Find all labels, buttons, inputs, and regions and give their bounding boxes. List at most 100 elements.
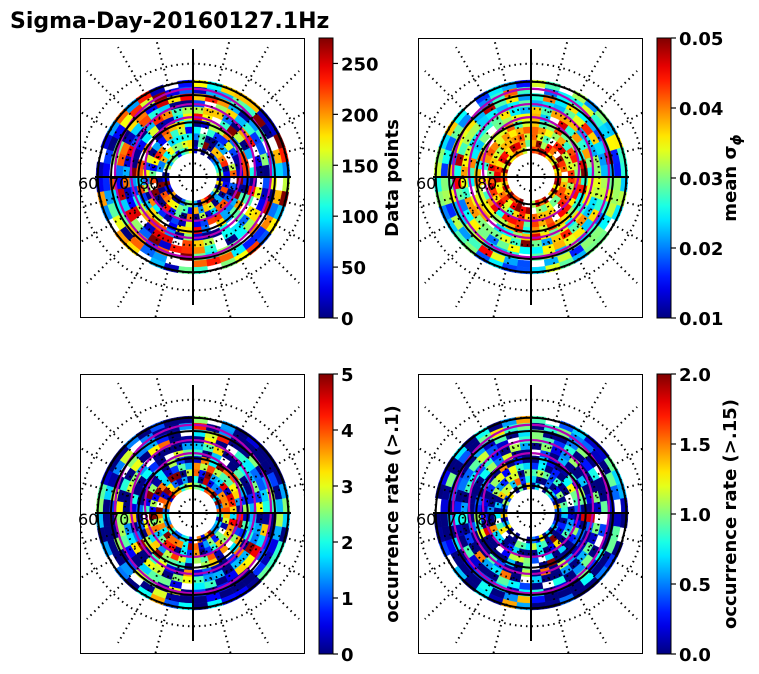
- heatmap-cell: [519, 442, 532, 451]
- lon-line-dotted: [492, 374, 525, 487]
- polar-panel-4: 60 70 80 0.0 0.5 1.0 1.5 2.0 occurrence rate (>.…: [416, 365, 741, 666]
- lon-line-dotted: [216, 111, 305, 164]
- heatmap-cell: [518, 582, 532, 591]
- heatmap-cell: [600, 500, 609, 514]
- colorbar-gradient: [318, 37, 334, 319]
- lon-line-dotted: [199, 38, 232, 151]
- colorbar-label: mean σϕ: [720, 134, 745, 221]
- lon-line-dotted: [219, 183, 305, 209]
- colorbar-tick-label: 3: [341, 477, 354, 498]
- lon-line-dotted: [117, 382, 180, 490]
- latitude-label: 60: [78, 174, 98, 193]
- axes-frame: [418, 374, 643, 654]
- latitude-label: 70: [447, 174, 467, 193]
- heatmap-cell: [530, 246, 544, 255]
- heatmap-cell: [530, 126, 540, 134]
- lon-line-dotted: [212, 196, 300, 284]
- heatmap-cell: [178, 595, 194, 604]
- heatmap-cell: [185, 132, 194, 141]
- polar-grid: [418, 38, 643, 318]
- heatmap-cell: [181, 442, 194, 451]
- colorbar-tick-label: 2: [341, 533, 354, 554]
- latitude-label: 80: [477, 174, 497, 193]
- lon-line-dotted: [455, 46, 518, 154]
- lon-line-dotted: [418, 481, 505, 507]
- axes-frame: [80, 38, 305, 318]
- colorbar-label: Data points: [382, 119, 403, 237]
- heatmap-cell: [613, 176, 622, 192]
- polar-grid: [80, 374, 305, 654]
- heatmap-cell: [275, 512, 284, 528]
- heatmap-cell: [192, 259, 208, 268]
- lon-line-dotted: [86, 406, 174, 494]
- colorbar-tick-label: 5: [341, 365, 354, 386]
- latitude-label: 80: [139, 174, 159, 193]
- colorbar-tick-label: 1: [341, 589, 354, 610]
- lon-line-dotted: [212, 532, 300, 620]
- lon-line-dotted: [216, 190, 305, 243]
- colorbar-tick-label: 100: [341, 207, 379, 228]
- heatmap-cell: [522, 126, 532, 134]
- heatmap-cell: [530, 575, 543, 584]
- colorbar-tick-label: 50: [341, 258, 366, 279]
- lon-line-dotted: [554, 190, 643, 243]
- heatmap-cell: [530, 462, 540, 470]
- lon-line-dotted: [86, 196, 174, 284]
- polar-panel-3: 60 70 80 0 1 2 3 4 5 occurrence rate (>.1): [78, 365, 403, 666]
- colorbar: 0 1 2 3 4 5 occurrence rate (>.1): [318, 365, 403, 666]
- figure-title: Sigma-Day-20160127.1Hz: [10, 9, 329, 34]
- heatmap-cell: [593, 176, 602, 189]
- heatmap-cell: [600, 164, 609, 178]
- lon-line-dotted: [219, 145, 305, 171]
- colorbar-tick-label: 1.5: [679, 435, 711, 456]
- colorbar-label: occurrence rate (>.15): [720, 399, 741, 629]
- lon-line-dotted: [537, 374, 570, 487]
- lon-line-dotted: [424, 196, 512, 284]
- colorbar-tick-label: 0.0: [679, 645, 711, 666]
- heatmap-cell: [185, 468, 194, 477]
- lon-line-dotted: [557, 519, 643, 545]
- heatmap-cell: [192, 239, 205, 248]
- heatmap-cell: [519, 106, 532, 115]
- lon-line-dotted: [206, 200, 269, 308]
- latitude-label: 70: [109, 174, 129, 193]
- heatmap-cell: [452, 108, 468, 125]
- lon-line-dotted: [199, 374, 232, 487]
- lon-line-dotted: [554, 526, 643, 579]
- lon-line-dotted: [455, 536, 518, 644]
- heatmap-cell: [168, 243, 183, 254]
- heatmap-cell: [192, 246, 206, 255]
- colorbar-tick-label: 0.01: [679, 309, 723, 330]
- lon-line-dotted: [537, 203, 570, 318]
- heatmap-cell: [530, 239, 543, 248]
- heatmap-cell: [192, 582, 206, 591]
- colorbar-tick-label: 0.02: [679, 239, 723, 260]
- colorbar-tick-label: 1.0: [679, 505, 711, 526]
- colorbar-tick-label: 0.05: [679, 29, 723, 50]
- lon-line-dotted: [550, 70, 638, 158]
- colorbar-gradient: [318, 373, 334, 655]
- latitude-label: 70: [447, 510, 467, 529]
- heatmap-cell: [262, 164, 271, 178]
- heatmap-cell: [516, 259, 532, 268]
- heatmap-cell: [192, 462, 202, 470]
- lon-line-dotted: [455, 200, 518, 308]
- lon-line-dotted: [199, 203, 232, 318]
- colorbar-tick-label: 0.04: [679, 99, 723, 120]
- colorbar: 0.0 0.5 1.0 1.5 2.0 occurrence rate (>.15): [656, 365, 741, 666]
- lon-line-dotted: [557, 481, 643, 507]
- lon-line-dotted: [80, 519, 167, 545]
- colorbar-tick-label: 250: [341, 54, 379, 75]
- polar-grid: [80, 38, 305, 318]
- colorbar-tick-label: 0.5: [679, 575, 711, 596]
- heatmap-cell: [613, 162, 622, 178]
- colorbar-tick-label: 200: [341, 105, 379, 126]
- lon-line-dotted: [557, 145, 643, 171]
- heatmap-cell: [275, 498, 284, 514]
- heatmap-cell: [516, 595, 532, 604]
- colorbar-tick-label: 0: [341, 309, 354, 330]
- latitude-label: 60: [78, 510, 98, 529]
- heatmap-cell: [181, 106, 194, 115]
- colorbar-tick-label: 0: [341, 645, 354, 666]
